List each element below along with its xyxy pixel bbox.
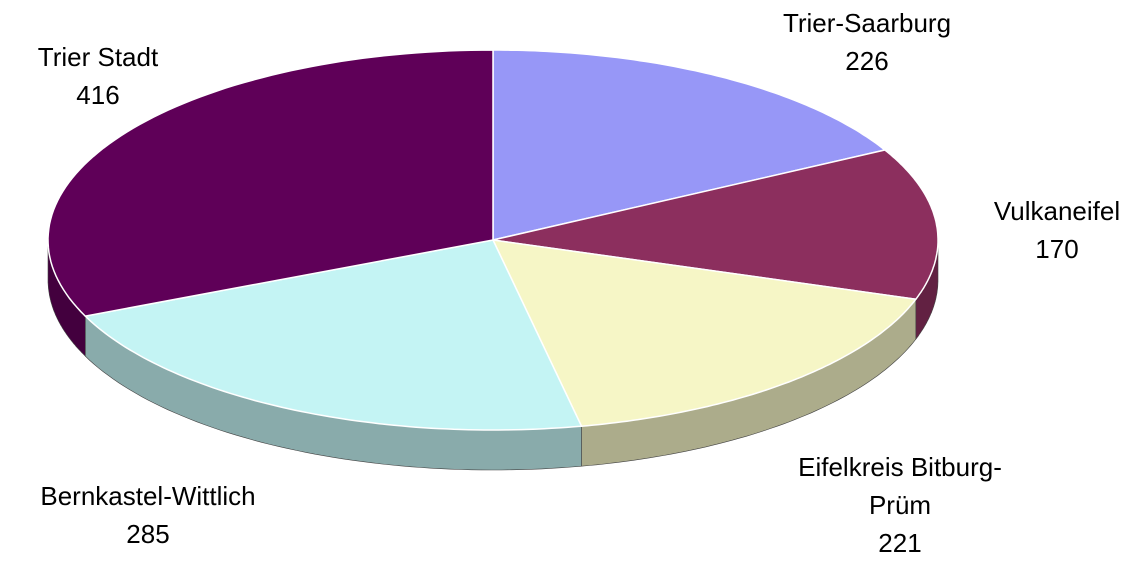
slice — [47, 49, 494, 317]
value-label: 416 — [76, 80, 120, 110]
value-label: 221 — [878, 528, 922, 558]
category-label: Bernkastel-Wittlich — [40, 481, 256, 511]
value-label: 170 — [1035, 234, 1079, 264]
data-label: Eifelkreis Bitburg-Prüm 221 — [770, 448, 1030, 562]
value-label: 285 — [126, 519, 170, 549]
slice — [492, 149, 939, 301]
data-label: Trier Stadt 416 — [0, 38, 208, 114]
data-label: Trier-Saarburg 226 — [707, 4, 1027, 80]
data-label: Vulkaneifel 170 — [957, 192, 1140, 268]
data-label: Bernkastel-Wittlich 285 — [0, 477, 308, 553]
category-label: Trier Stadt — [37, 42, 159, 72]
category-label: Vulkaneifel — [993, 196, 1121, 226]
value-label: 226 — [845, 46, 889, 76]
slice — [491, 239, 918, 427]
slice — [83, 239, 583, 431]
category-label: Trier-Saarburg — [782, 8, 952, 38]
slice — [492, 49, 887, 241]
category-label: Eifelkreis Bitburg-Prüm — [798, 452, 1002, 520]
